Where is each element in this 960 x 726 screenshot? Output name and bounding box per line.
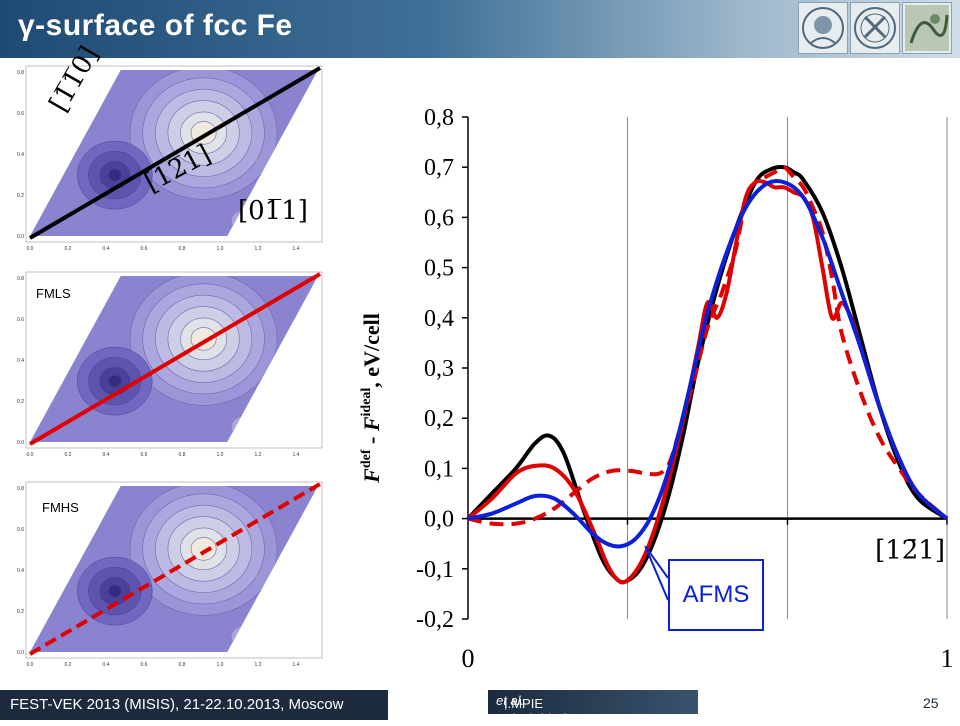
y-tick-label: -0,2 <box>416 607 454 633</box>
contour-well <box>107 168 122 182</box>
panel-y-tick: 0.4 <box>17 568 24 574</box>
author-text: I. Bleskov et al., MPIE Düsseldorf <box>496 693 566 726</box>
afms-callout: AFMS <box>668 559 764 631</box>
panel-y-tick: 0.6 <box>17 317 24 323</box>
gamma-surface-contour-fmls: 0.8 0.6 0.4 0.2 0.00.0 0.2 0.4 0.6 0.8 1.0 1.2 1.4 <box>17 271 323 458</box>
footer-bar: FEST-VEK 2013 (MISIS), 21-22.10.2013, Mo… <box>0 690 960 726</box>
contour-well <box>107 584 122 598</box>
panel-x-tick: 0.4 <box>103 452 110 458</box>
gamma-surface-contour-nm: 0.8 0.6 0.4 0.2 0.00.0 0.2 0.4 0.6 0.8 1.0 1.2 1.4 <box>17 65 323 252</box>
panel-x-tick: 0.6 <box>141 452 148 458</box>
panel-y-tick: 0.6 <box>17 111 24 117</box>
panel-x-tick: 0.4 <box>103 662 110 668</box>
panel-x-tick: 0.8 <box>179 246 186 252</box>
conference-text: FEST-VEK 2013 (MISIS), 21-22.10.2013, Mo… <box>10 696 344 713</box>
panel-x-tick: 0.6 <box>141 662 148 668</box>
y-tick-label: 0,2 <box>424 406 454 432</box>
y-tick-label: 0,0 <box>424 507 454 533</box>
y-tick-label: 0,7 <box>424 155 454 181</box>
panel-x-tick: 0.2 <box>65 246 72 252</box>
panel-y-tick: 0.8 <box>17 70 24 76</box>
author-affiliation: , MPIE Düsseldorf <box>504 696 567 726</box>
panel-label-fmhs: FMHS <box>42 500 79 515</box>
panel-y-tick: 0.8 <box>17 276 24 282</box>
panel-y-tick: 0.2 <box>17 399 24 405</box>
gamma-surface-panel-fmls: 0.8 0.6 0.4 0.2 0.0 0.0 0.2 0.4 0.6 0.8 1.0 1.2 1.4 … <box>10 268 328 460</box>
panel-y-tick: 0.6 <box>17 527 24 533</box>
series-line-1 <box>466 178 949 585</box>
panel-x-tick: 0.0 <box>27 246 34 252</box>
panel-x-tick: 1.0 <box>217 662 224 668</box>
title-bar: γ-surface of fcc Fe <box>0 0 960 58</box>
direction-label-12-1-main: [12̄1] <box>875 536 945 566</box>
direction-label-0-11: [01̅1] <box>238 196 308 226</box>
series-line-0 <box>466 165 949 585</box>
ylabel-rest: , eV/cell <box>359 313 384 388</box>
panel-x-tick: 1.2 <box>255 452 262 458</box>
panel-label-fmls: FMLS <box>36 286 71 301</box>
panel-x-tick: 0.2 <box>65 662 72 668</box>
panel-y-tick: 0.0 <box>17 440 24 446</box>
panel-x-tick: 1.2 <box>255 662 262 668</box>
panel-x-tick: 1.2 <box>255 246 262 252</box>
gamma-surface-contour-fmhs: 0.8 0.6 0.4 0.2 0.00.0 0.2 0.4 0.6 0.8 1.0 1.2 1.4 <box>17 481 323 668</box>
x-tick-label: 0 <box>462 644 475 673</box>
mpg-logo-icon <box>798 2 848 54</box>
institute-logo-icon <box>902 2 952 54</box>
ylabel-sup2: ideal <box>359 388 374 417</box>
slide-title: γ-surface of fcc Fe <box>18 9 293 42</box>
panel-y-tick: 0.0 <box>17 650 24 656</box>
panel-y-tick: 0.4 <box>17 358 24 364</box>
panel-y-tick: 0.2 <box>17 609 24 615</box>
panel-x-tick: 0.8 <box>179 662 186 668</box>
panel-y-tick: 0.0 <box>17 234 24 240</box>
y-tick-label: 0,1 <box>424 456 454 482</box>
panel-y-tick: 0.2 <box>17 193 24 199</box>
contour-well <box>107 374 122 388</box>
ylabel-F1: F <box>359 468 384 484</box>
series-line-3 <box>467 179 949 549</box>
gamma-surface-panel-fmhs: 0.8 0.6 0.4 0.2 0.0 0.0 0.2 0.4 0.6 0.8 1.0 1.2 1.4 … <box>10 478 328 670</box>
y-tick-label: 0,4 <box>424 306 454 332</box>
y-tick-label: 0,8 <box>424 105 454 131</box>
y-tick-label: -0,1 <box>416 557 454 583</box>
gamma-surface-panel-nm: 0.8 0.6 0.4 0.2 0.0 0.0 0.2 0.4 0.6 0.8 1.0 1.2 1.4 … <box>10 41 328 252</box>
panel-x-tick: 0.6 <box>141 246 148 252</box>
slip-path-line <box>28 66 322 240</box>
university-seal-icon <box>850 2 900 54</box>
author-etal: et al. <box>496 693 525 708</box>
panel-x-tick: 1.4 <box>293 452 300 458</box>
panel-x-tick: 1.0 <box>217 246 224 252</box>
panel-y-tick: 0.4 <box>17 152 24 158</box>
contour-ring <box>190 537 217 561</box>
y-tick-label: 0,3 <box>424 356 454 382</box>
contour-rings <box>57 276 284 442</box>
footer-author: I. Bleskov et al., MPIE Düsseldorf <box>488 690 698 726</box>
y-tick-label: 0,6 <box>424 205 454 231</box>
panel-x-tick: 0.8 <box>179 452 186 458</box>
footer-conference: FEST-VEK 2013 (MISIS), 21-22.10.2013, Mo… <box>0 690 388 720</box>
panel-x-tick: 0.0 <box>27 662 34 668</box>
slip-path-line <box>28 272 322 446</box>
afms-pointer <box>644 545 669 601</box>
slip-path-line <box>28 482 322 656</box>
y-axis-label: Fdef - Fideal, eV/cell <box>359 313 384 484</box>
panel-x-tick: 1.4 <box>293 662 300 668</box>
panel-y-tick: 0.8 <box>17 486 24 492</box>
panel-x-tick: 0.0 <box>27 452 34 458</box>
energy-profile-chart: -0,2 -0,1 0,0 0,1 0,2 0,3 0,4 0,5 0,6 0,7 0,8 0 1 Fde… <box>359 105 954 673</box>
panel-x-tick: 1.4 <box>293 246 300 252</box>
page-number: 25 <box>923 695 939 711</box>
ylabel-dash: - <box>359 431 384 449</box>
ylabel-sup1: def <box>359 449 374 468</box>
x-tick-label: 1 <box>941 644 954 673</box>
panel-x-tick: 1.0 <box>217 452 224 458</box>
panel-x-tick: 0.2 <box>65 452 72 458</box>
series-line-2 <box>467 165 949 527</box>
y-tick-label: 0,5 <box>424 256 454 282</box>
panel-x-tick: 0.4 <box>103 246 110 252</box>
ylabel-F2: F <box>359 416 384 432</box>
